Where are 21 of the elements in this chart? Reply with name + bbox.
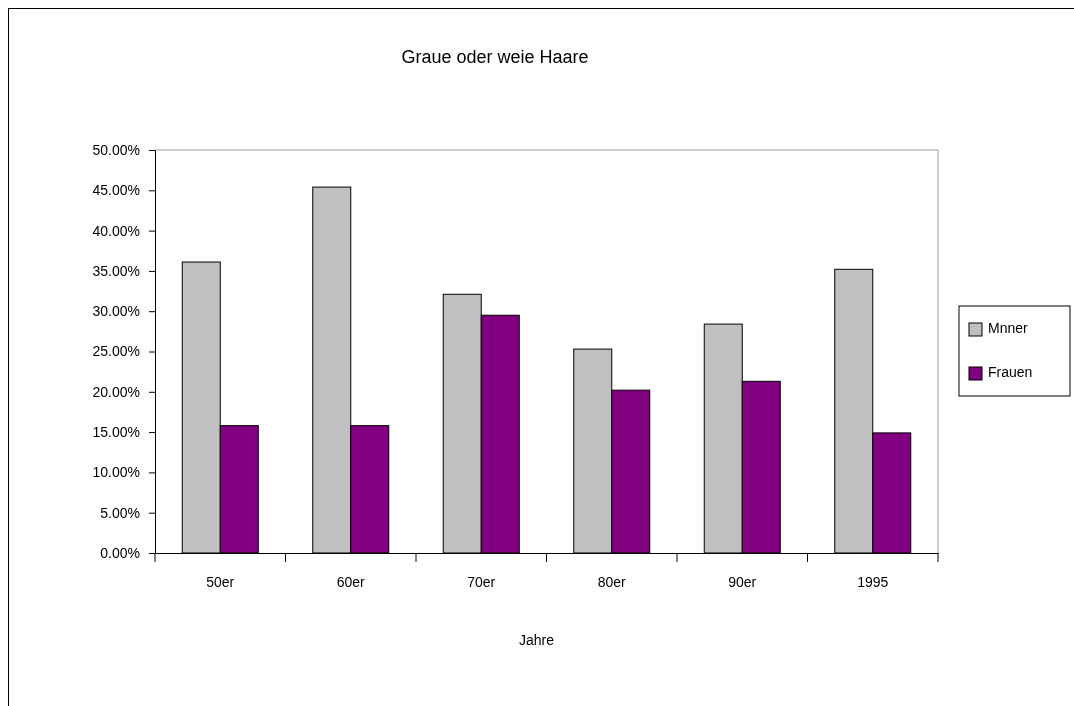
y-tick-label: 45.00% [92, 182, 140, 199]
legend-label: Frauen [988, 364, 1033, 380]
legend-label: Mnner [988, 320, 1029, 336]
y-tick-label: 40.00% [92, 222, 140, 239]
x-tick-label: 80er [597, 573, 627, 590]
x-tick-label: 70er [467, 573, 496, 590]
y-tick-label: 10.00% [92, 464, 140, 481]
x-tick-label: 60er [336, 573, 366, 590]
y-tick-label: 30.00% [92, 303, 140, 320]
y-tick-label: 0.00% [100, 544, 140, 561]
y-tick-label: 20.00% [92, 383, 140, 400]
x-tick-label: 50er [206, 573, 235, 590]
x-tick-label: 90er [728, 573, 757, 590]
chart-title: Graue oder weie Haare [401, 47, 589, 67]
y-tick-label: 50.00% [92, 141, 140, 158]
y-tick-label: 25.00% [92, 343, 140, 360]
y-tick-label: 35.00% [92, 262, 140, 279]
x-axis-title: Jahre [518, 632, 555, 648]
y-tick-label: 15.00% [92, 424, 140, 441]
x-tick-label: 1995 [857, 573, 889, 590]
y-tick-label: 5.00% [100, 504, 140, 521]
